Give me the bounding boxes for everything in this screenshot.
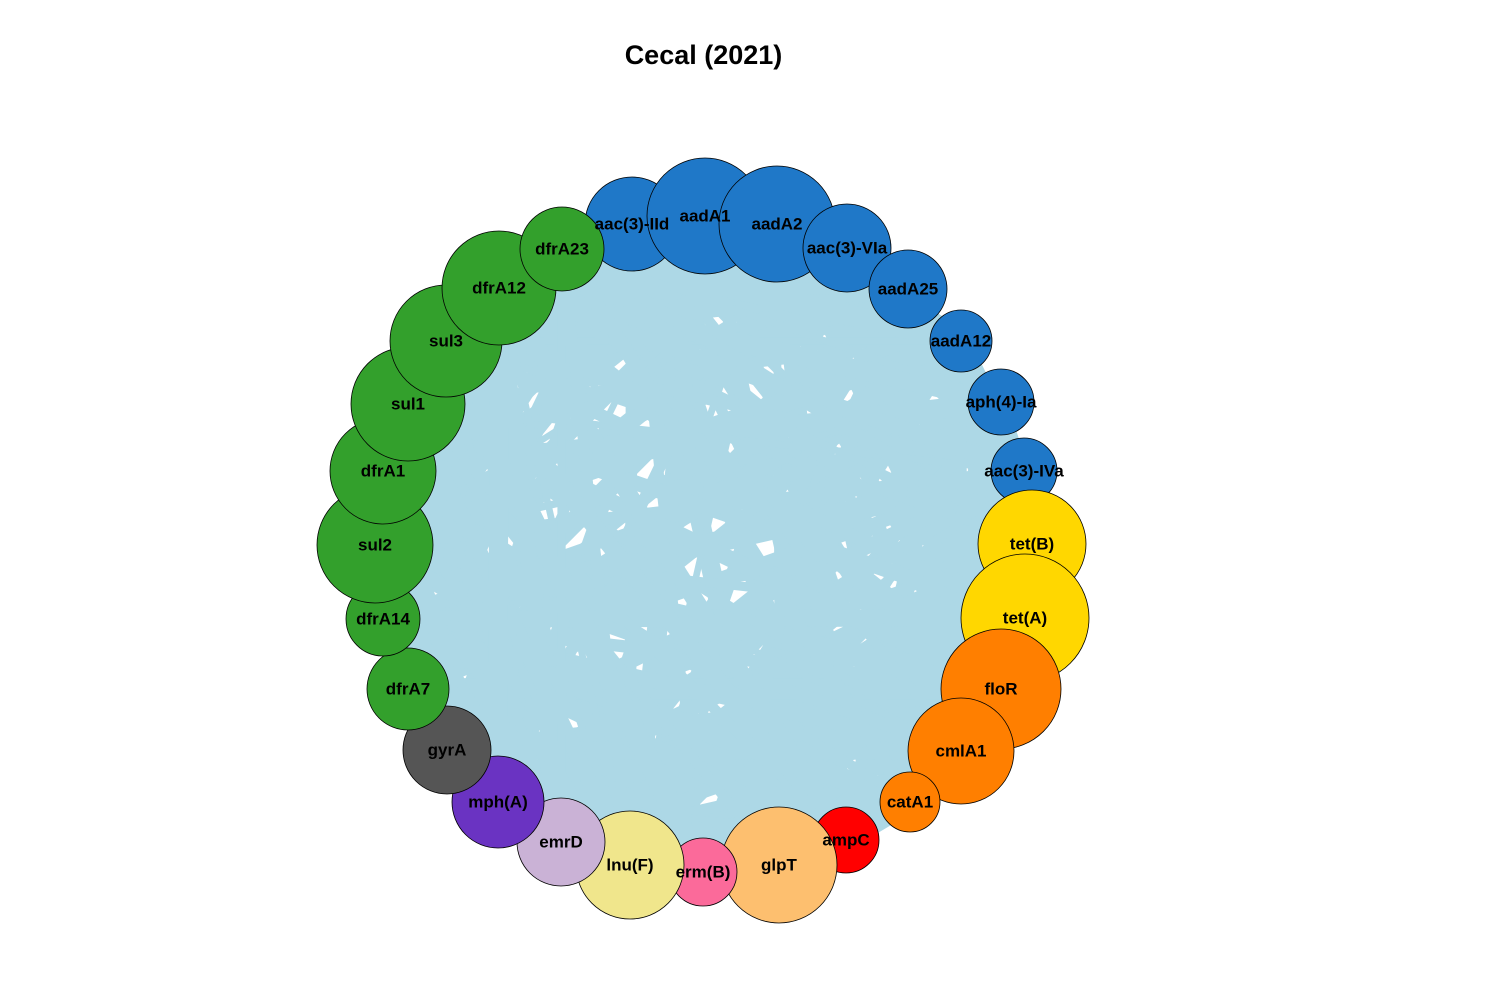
node-label: ampC	[822, 831, 869, 850]
node-circle	[868, 249, 948, 329]
edge	[400, 400, 638, 869]
node-label: aac(3)-IId	[595, 215, 670, 234]
node-label: aac(3)-IVa	[984, 462, 1064, 481]
node-label: floR	[984, 680, 1017, 699]
edge	[404, 400, 850, 844]
node-label: lnu(F)	[606, 856, 653, 875]
node-label: catA1	[887, 793, 933, 812]
edge	[556, 248, 636, 866]
edge	[491, 283, 854, 845]
node-label: sul3	[429, 332, 463, 351]
edge	[556, 248, 567, 843]
edge	[558, 243, 1036, 550]
node-label: dfrA12	[472, 279, 526, 298]
node-label: sul2	[358, 536, 392, 555]
node-label: mph(A)	[468, 793, 527, 812]
node-circle	[366, 647, 450, 731]
node-label: aadA2	[751, 215, 802, 234]
edge	[555, 245, 917, 806]
chart-title: Cecal (2021)	[624, 40, 783, 70]
node-label: tet(B)	[1010, 535, 1054, 554]
node-label: erm(B)	[676, 863, 731, 882]
edge	[558, 246, 965, 754]
node-label: aadA12	[931, 332, 991, 351]
node-label: sul1	[391, 395, 425, 414]
node-label: emrD	[539, 833, 582, 852]
node-layer: aac(3)-IId aadA1 aadA2 aac(3)-VIa aadA25 aadA…	[316, 157, 1090, 924]
node-label: cmlA1	[935, 742, 986, 761]
node-circle	[929, 309, 993, 373]
edge	[560, 245, 1003, 406]
edge	[488, 287, 509, 803]
node-circle	[967, 368, 1035, 436]
node-label: aph(4)-Ia	[966, 393, 1037, 412]
node-circle	[519, 206, 605, 292]
node-label: dfrA1	[361, 462, 405, 481]
node-label: aadA25	[878, 280, 938, 299]
node-label: glpT	[761, 856, 797, 875]
edge	[496, 278, 1004, 412]
edge	[491, 287, 569, 843]
node-label: tet(A)	[1003, 609, 1047, 628]
node-label: dfrA7	[386, 680, 430, 699]
node-label: gyrA	[428, 741, 467, 760]
node-label: aadA1	[679, 207, 730, 226]
node-label: aac(3)-VIa	[807, 239, 888, 258]
node-circle	[879, 771, 941, 833]
node-label: dfrA14	[356, 610, 410, 629]
node-circle	[907, 697, 1015, 805]
edge	[557, 243, 1030, 624]
node-label: dfrA23	[535, 240, 589, 259]
node-circle	[802, 203, 892, 293]
node-circle	[402, 705, 492, 795]
